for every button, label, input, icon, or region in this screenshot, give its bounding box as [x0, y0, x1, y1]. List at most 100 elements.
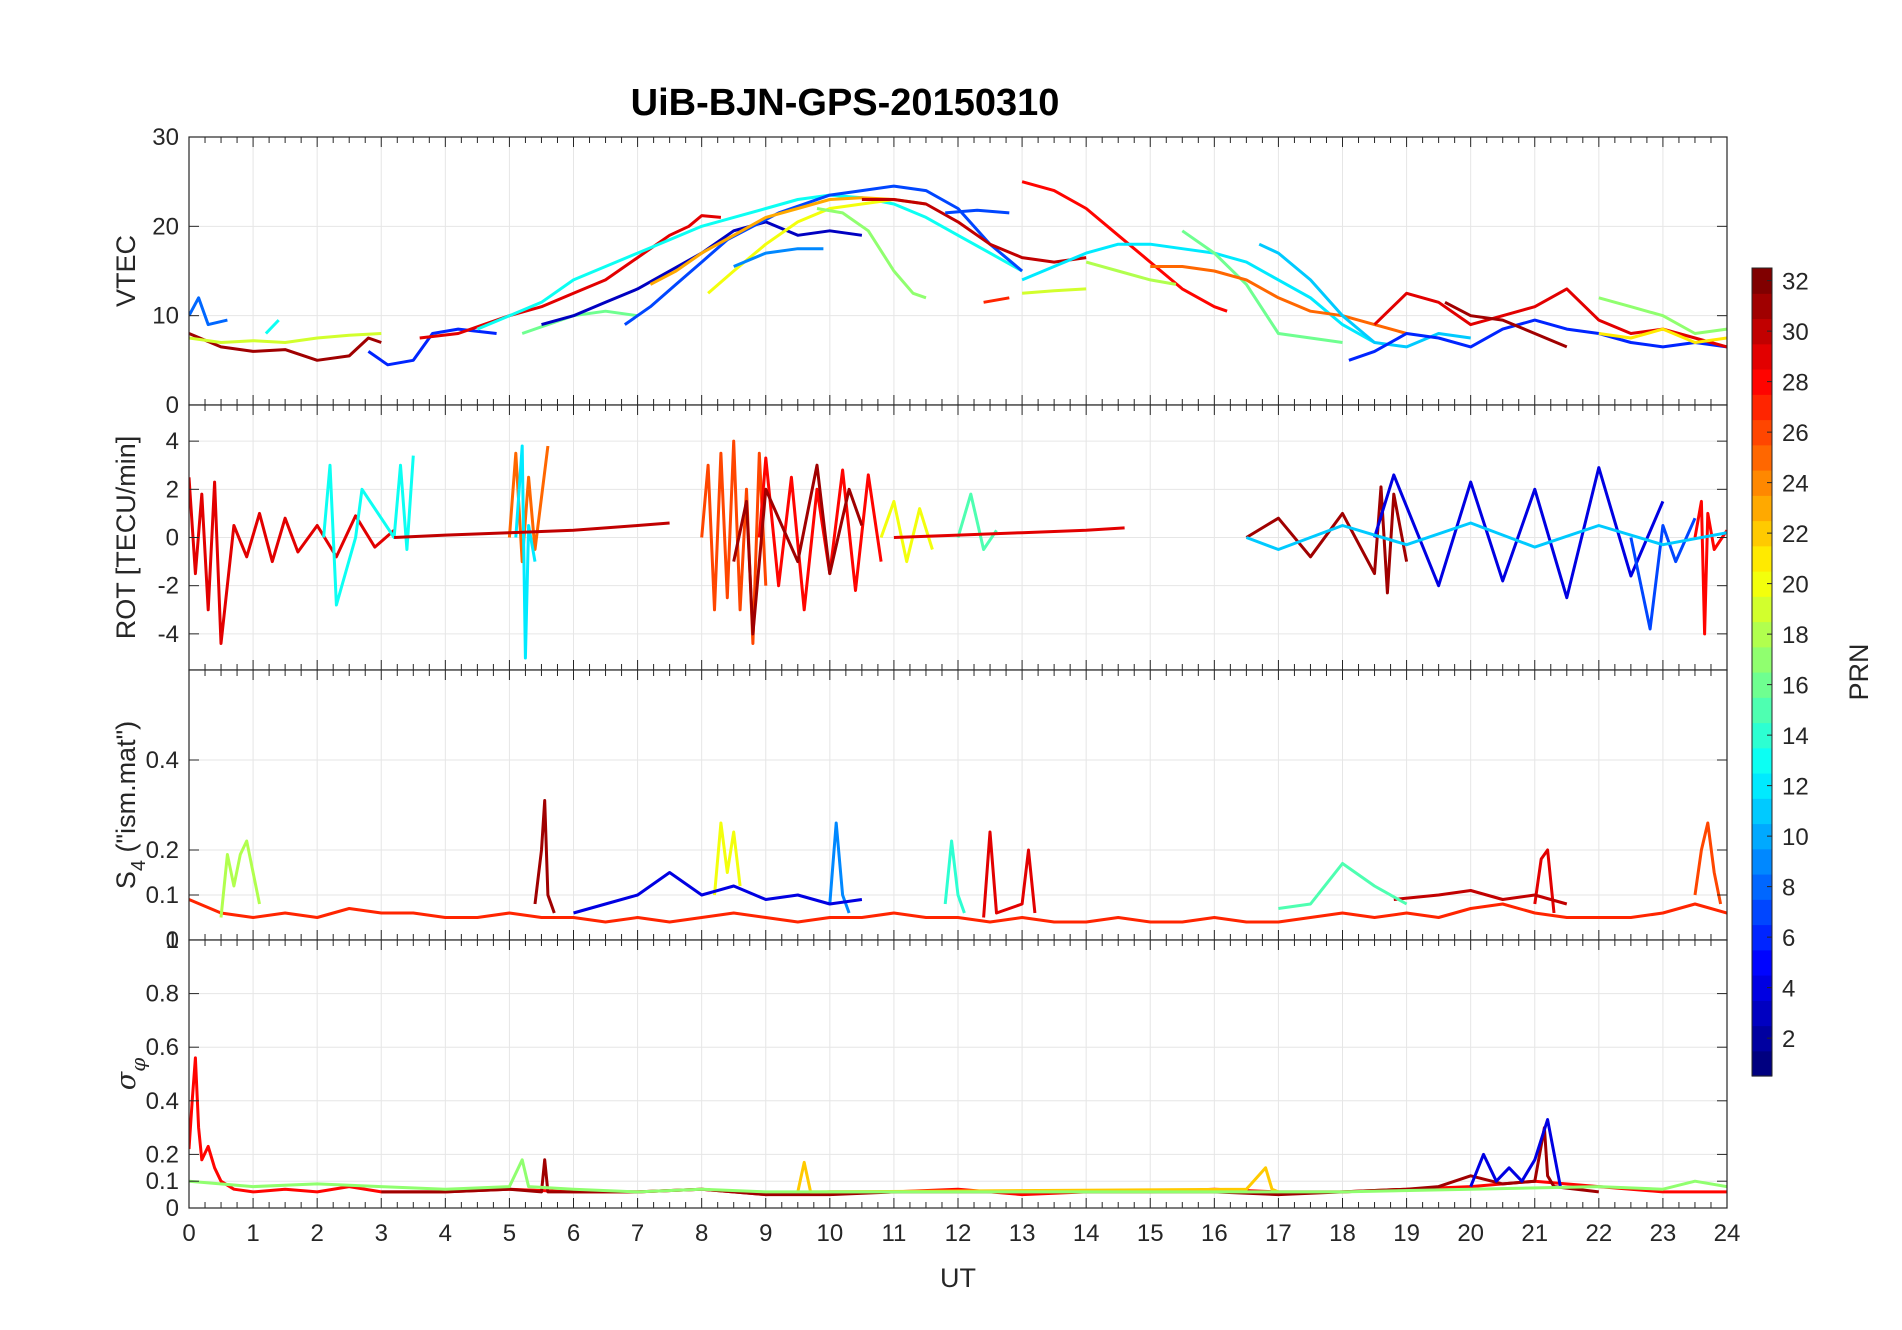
x-tick-label: 12: [945, 1220, 972, 1247]
series-line-prn-29: [419, 214, 722, 340]
y-tick-label: 0: [166, 1195, 179, 1222]
x-tick-label: 2: [310, 1220, 323, 1247]
y-tick-label: 0.1: [146, 882, 179, 909]
colorbar-tick-label: 32: [1782, 269, 1809, 296]
series-line-prn-29: [982, 830, 1037, 918]
colorbar-swatch: [1752, 318, 1772, 345]
y-tick-label: 0.1: [146, 1168, 179, 1195]
colorbar-swatch: [1752, 394, 1772, 421]
colorbar-swatch: [1752, 1000, 1772, 1027]
y-tick-label: 0.4: [146, 1088, 179, 1115]
x-axis-label: UT: [940, 1263, 976, 1293]
colorbar-swatch: [1752, 823, 1772, 850]
colorbar-tick-label: 16: [1782, 673, 1809, 700]
y-tick-label: 30: [152, 124, 179, 151]
colorbar-tick-label: 12: [1782, 774, 1809, 801]
series-line-prn-30: [394, 521, 670, 539]
series-line-prn-15: [1278, 862, 1408, 910]
series-line-prn-17: [1598, 296, 1727, 335]
series-line-prn-28: [1693, 499, 1727, 636]
colorbar-swatch: [1752, 1050, 1772, 1077]
x-tick-label: 11: [881, 1220, 906, 1247]
colorbar-tick-label: 4: [1782, 976, 1795, 1003]
series-line-prn-19: [189, 332, 382, 344]
colorbar-swatch: [1752, 798, 1772, 825]
series-line-prn-8: [189, 296, 228, 327]
series-line-prn-30: [1393, 889, 1568, 906]
y-axis-label: S4 ("ism.mat"): [111, 721, 150, 889]
series-line-prn-29: [1533, 848, 1556, 914]
colorbar-swatch: [1752, 520, 1772, 547]
colorbar-swatch: [1752, 949, 1772, 976]
series-line-prn-29: [189, 477, 396, 645]
x-tick-label: 23: [1650, 1220, 1677, 1247]
series-line-prn-14: [943, 839, 966, 914]
y-tick-label: 2: [166, 476, 179, 503]
colorbar-tick-label: 28: [1782, 370, 1809, 397]
series-line-prn-4: [1469, 1118, 1562, 1188]
colorbar-swatch: [1752, 874, 1772, 900]
colorbar-swatch: [1752, 369, 1772, 395]
colorbar-swatch: [1752, 268, 1772, 294]
x-tick-label: 3: [375, 1220, 388, 1247]
series-line-prn-15: [956, 492, 998, 551]
colorbar-swatch: [1752, 697, 1772, 724]
colorbar-label: PRN: [1844, 643, 1874, 700]
y-tick-label: 0: [166, 927, 179, 954]
series-line-prn-26: [1693, 821, 1723, 905]
colorbar-tick-label: 22: [1782, 521, 1809, 548]
colorbar-swatch: [1752, 848, 1772, 875]
series-line-prn-7: [1629, 517, 1697, 631]
panel-2: -4 -2 0 2 4 ROT [TECU/min]: [111, 404, 1728, 671]
series-line-prn-4: [1373, 466, 1665, 600]
series-line-prn-9: [828, 821, 851, 914]
colorbar-tick-label: 6: [1782, 925, 1795, 952]
x-tick-label: 1: [246, 1220, 259, 1247]
colorbar-swatch: [1752, 444, 1772, 471]
x-tick-label: 4: [439, 1220, 452, 1247]
series-line-prn-11: [1258, 242, 1471, 349]
y-tick-label: 0.6: [146, 1034, 179, 1061]
colorbar-swatch: [1752, 571, 1772, 597]
series-line-prn-9: [733, 247, 824, 268]
x-tick-label: 6: [567, 1220, 580, 1247]
series-line-prn-18: [1085, 260, 1177, 286]
colorbar-swatch: [1752, 646, 1772, 673]
colorbar-swatch: [1752, 722, 1772, 749]
panel-3: 0 0.1 0.2 0.4S4 ("ism.mat"): [111, 669, 1728, 954]
x-tick-label: 24: [1714, 1220, 1741, 1247]
x-tick-label: 22: [1585, 1220, 1612, 1247]
colorbar-swatch: [1752, 672, 1772, 698]
y-tick-label: 0.8: [146, 981, 179, 1008]
series-line-prn-13: [264, 319, 280, 335]
x-tick-label: 21: [1521, 1220, 1548, 1247]
y-tick-label: 0.2: [146, 837, 179, 864]
series-group: [189, 439, 1727, 660]
series-line-prn-13: [476, 193, 1023, 331]
colorbar-tick-label: 30: [1782, 319, 1809, 346]
x-tick-label: 5: [503, 1220, 516, 1247]
colorbar-swatch: [1752, 773, 1772, 799]
x-tick-label: 9: [759, 1220, 772, 1247]
series-line-prn-31: [189, 332, 382, 362]
series-line-prn-7: [945, 208, 1010, 215]
colorbar-tick-label: 24: [1782, 471, 1809, 498]
series-line-prn-17: [189, 1158, 1727, 1194]
colorbar-tick-label: 10: [1782, 824, 1809, 851]
colorbar-tick-label: 26: [1782, 420, 1809, 447]
x-tick-label: 0: [182, 1220, 195, 1247]
series-line-prn-27: [983, 296, 1010, 304]
series-group: [189, 1056, 1727, 1197]
series-group: [189, 180, 1727, 367]
colorbar-tick-label: 2: [1782, 1026, 1795, 1053]
y-tick-label: -2: [158, 573, 179, 600]
colorbar-tick-label: 14: [1782, 723, 1809, 750]
colorbar-swatch: [1752, 419, 1772, 446]
x-tick-label: 16: [1201, 1220, 1228, 1247]
colorbar-swatch: [1752, 470, 1772, 496]
series-line-prn-20: [713, 821, 742, 896]
